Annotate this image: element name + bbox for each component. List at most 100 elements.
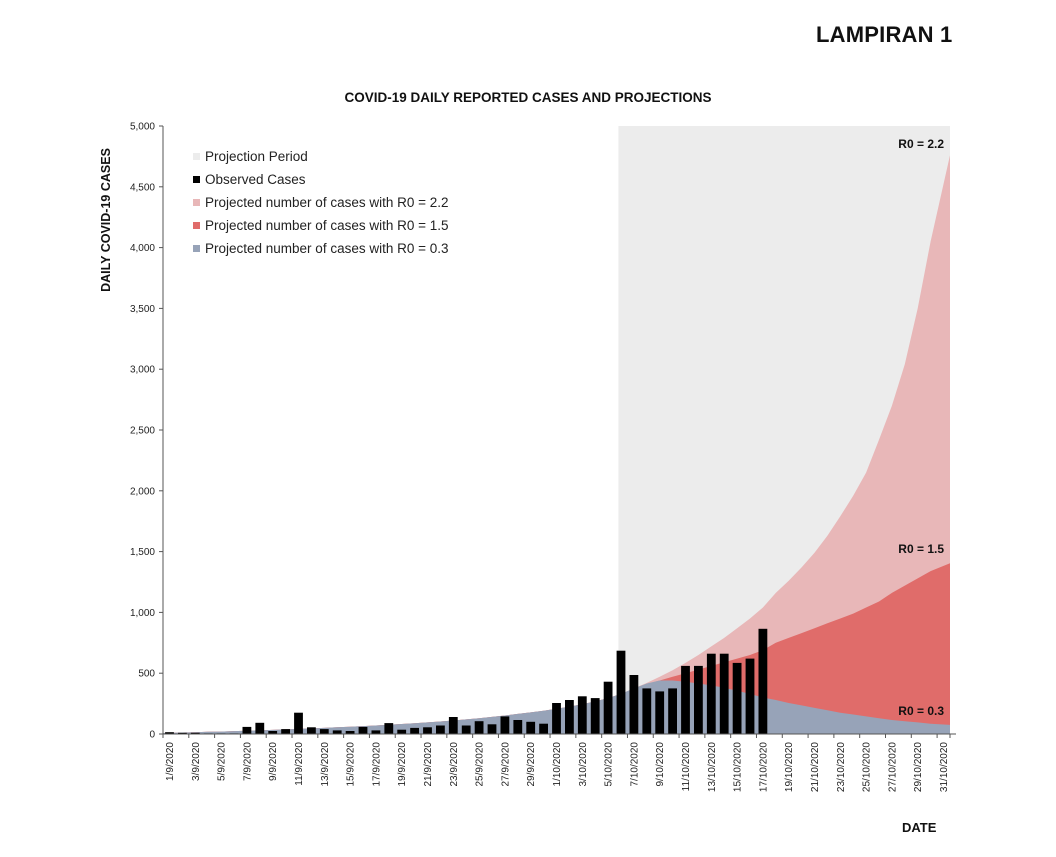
observed-bar: [461, 725, 471, 734]
y-axis-label: DAILY COVID-19 CASES: [99, 148, 113, 292]
observed-bar: [565, 700, 574, 734]
x-tick-label: 3/10/2020: [578, 742, 589, 787]
legend-label: Projected number of cases with R0 = 1.5: [205, 218, 449, 233]
x-tick-label: 7/9/2020: [242, 742, 253, 781]
y-tick-label: 4,500: [130, 182, 155, 193]
series-end-label: R0 = 0.3: [898, 704, 944, 718]
observed-bar: [526, 721, 536, 734]
observed-bar: [371, 730, 381, 734]
x-tick-label: 27/10/2020: [887, 742, 898, 792]
x-tick-label: 7/10/2020: [629, 742, 640, 787]
x-tick-label: 23/9/2020: [449, 742, 460, 787]
legend-label: Projected number of cases with R0 = 2.2: [205, 195, 449, 210]
chart-title-text: COVID-19 DAILY REPORTED CASES AND PROJEC…: [344, 90, 712, 105]
y-tick-label: 1,000: [130, 608, 155, 619]
observed-bar: [190, 732, 200, 734]
observed-bar: [681, 665, 690, 734]
x-tick-label: 9/10/2020: [655, 742, 666, 787]
attachment-label: LAMPIRAN 1: [816, 22, 953, 47]
legend-label: Projected number of cases with R0 = 0.3: [205, 241, 449, 256]
observed-bar: [513, 720, 523, 734]
x-tick-label: 5/9/2020: [217, 742, 228, 781]
y-tick-label: 1,500: [130, 547, 155, 558]
observed-bar: [474, 721, 484, 734]
x-tick-label: 13/10/2020: [707, 742, 718, 792]
observed-bar: [307, 727, 316, 734]
observed-bar: [319, 729, 329, 734]
legend-swatch: [193, 245, 200, 252]
x-tick-label: 21/9/2020: [423, 742, 434, 787]
observed-bar: [732, 662, 742, 734]
observed-bar: [436, 725, 445, 734]
x-tick-label: 21/10/2020: [810, 742, 821, 792]
x-tick-label: 23/10/2020: [836, 742, 847, 792]
x-tick-label: 11/9/2020: [294, 742, 305, 786]
legend-swatch: [193, 176, 200, 183]
x-tick-label: 27/9/2020: [500, 742, 511, 787]
observed-bar: [242, 726, 252, 734]
observed-bar: [345, 731, 355, 734]
legend: Projection Period Observed Cases Project…: [193, 145, 449, 260]
observed-bar: [281, 729, 290, 734]
x-tick-label: 13/9/2020: [320, 742, 331, 787]
y-tick-label: 3,500: [130, 304, 155, 315]
legend-label: Projection Period: [205, 149, 308, 164]
observed-bars-layer: [165, 628, 768, 734]
series-end-label: R0 = 1.5: [898, 542, 944, 556]
series-end-labels: R0 = 2.2 R0 = 1.5 R0 = 0.3: [898, 137, 944, 718]
x-tick-label: 25/10/2020: [862, 742, 873, 792]
observed-bar: [384, 723, 394, 734]
observed-bar: [448, 717, 458, 734]
observed-bar: [655, 691, 665, 734]
y-tick-label: 2,500: [130, 426, 155, 437]
legend-swatch: [193, 199, 200, 206]
observed-bar: [487, 724, 497, 734]
y-tick-label: 5,000: [130, 122, 155, 133]
legend-item-r0-0-3: Projected number of cases with R0 = 0.3: [193, 237, 449, 260]
x-tick-label: 1/9/2020: [165, 742, 176, 781]
observed-bar: [694, 665, 703, 734]
x-tick-label: 1/10/2020: [552, 742, 563, 787]
legend-label: Observed Cases: [205, 172, 306, 187]
legend-swatch: [193, 153, 200, 160]
observed-bar: [423, 727, 432, 734]
x-tick-label: 19/9/2020: [397, 742, 408, 787]
observed-bar: [268, 731, 278, 734]
observed-bar: [178, 732, 187, 734]
x-tick-label: 15/9/2020: [346, 742, 357, 787]
observed-bar: [358, 726, 368, 734]
x-tick-label: 9/9/2020: [268, 742, 279, 781]
x-tick-label: 17/9/2020: [371, 742, 382, 787]
observed-bar: [616, 650, 626, 734]
x-tick-label: 31/10/2020: [939, 742, 950, 792]
x-tick-label: 29/9/2020: [526, 742, 537, 787]
legend-item-r0-2-2: Projected number of cases with R0 = 2.2: [193, 191, 449, 214]
y-tick-label: 2,000: [130, 486, 155, 497]
x-tick-label: 25/9/2020: [475, 742, 486, 787]
series-end-label: R0 = 2.2: [898, 137, 944, 151]
y-tick-label: 3,000: [130, 365, 155, 376]
x-tick-label: 29/10/2020: [913, 742, 924, 792]
observed-bar: [552, 703, 561, 734]
x-tick-label: 15/10/2020: [733, 742, 744, 792]
legend-item-r0-1-5: Projected number of cases with R0 = 1.5: [193, 214, 449, 237]
observed-bar: [668, 688, 677, 734]
axes-layer: 0 500 1,000 1,500 2,000 2,500 3,000 3,500 4,000 4…: [130, 122, 956, 792]
x-tick-label: 3/9/2020: [191, 742, 202, 781]
x-tick-label: 17/10/2020: [758, 742, 769, 792]
chart-title: COVID-19 DAILY REPORTED CASES AND PROJEC…: [0, 90, 1056, 105]
observed-bar: [603, 681, 613, 734]
observed-bar: [255, 722, 265, 734]
legend-item-projection-period: Projection Period: [193, 145, 449, 168]
y-tick-label: 500: [138, 669, 155, 680]
observed-bar: [719, 653, 729, 734]
observed-bar: [539, 723, 548, 734]
y-tick-label: 0: [149, 730, 155, 741]
observed-bar: [500, 716, 510, 734]
observed-bar: [758, 628, 768, 734]
x-tick-label: 19/10/2020: [784, 742, 795, 792]
observed-bar: [745, 658, 755, 734]
observed-bar: [642, 688, 652, 734]
observed-bar: [397, 729, 407, 734]
